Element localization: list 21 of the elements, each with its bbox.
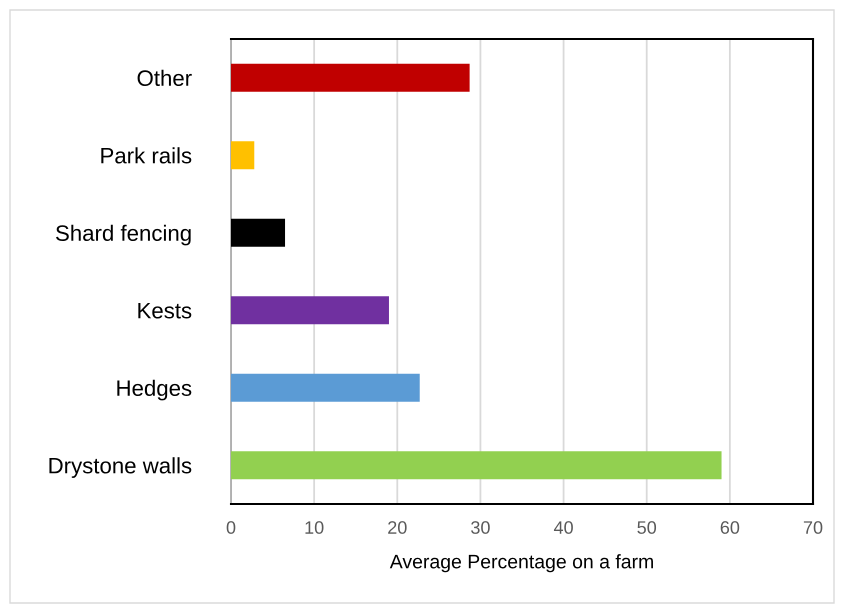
x-tick-label: 60	[720, 521, 740, 534]
bar	[231, 141, 254, 170]
y-tick-label: Shard fencing	[56, 224, 191, 246]
y-tick-label: Drystone walls	[49, 457, 192, 478]
x-tick-label: 30	[471, 521, 490, 534]
x-tick-label: 0	[226, 521, 236, 534]
bar	[231, 296, 389, 324]
x-tick-label: 50	[637, 521, 656, 534]
bar	[231, 64, 470, 92]
y-tick-label: Kests	[138, 303, 192, 319]
x-axis-title: Average Percentage on a farm	[390, 554, 653, 572]
bar	[231, 218, 286, 247]
y-tick-label: Other	[138, 70, 192, 86]
y-tick-label: Park rails	[101, 147, 192, 164]
bar	[231, 374, 420, 402]
x-tick-label: 70	[804, 521, 822, 534]
bar	[231, 451, 722, 480]
x-tick-label: 20	[388, 521, 407, 534]
y-tick-label: Hedges	[117, 380, 192, 400]
x-tick-label: 40	[554, 521, 573, 534]
x-tick-label: 10	[305, 521, 324, 534]
